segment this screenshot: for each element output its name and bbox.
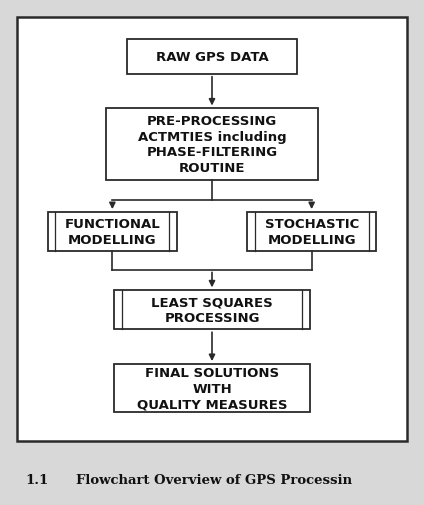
Text: LEAST SQUARES
PROCESSING: LEAST SQUARES PROCESSING — [151, 296, 273, 324]
Text: FUNCTIONAL
MODELLING: FUNCTIONAL MODELLING — [64, 218, 160, 246]
Text: RAW GPS DATA: RAW GPS DATA — [156, 51, 268, 64]
Bar — [127, 40, 297, 75]
Text: STOCHASTIC
MODELLING: STOCHASTIC MODELLING — [265, 218, 359, 246]
Bar — [114, 364, 310, 413]
Bar — [106, 109, 318, 180]
Bar — [247, 213, 376, 251]
Text: 1.1: 1.1 — [25, 474, 49, 486]
Bar — [114, 291, 310, 330]
Text: PRE-PROCESSING
ACTMTIES including
PHASE-FILTERING
ROUTINE: PRE-PROCESSING ACTMTIES including PHASE-… — [138, 115, 286, 174]
Bar — [48, 213, 177, 251]
Text: FINAL SOLUTIONS
WITH
QUALITY MEASURES: FINAL SOLUTIONS WITH QUALITY MEASURES — [137, 366, 287, 410]
Text: Flowchart Overview of GPS Processin: Flowchart Overview of GPS Processin — [76, 474, 352, 486]
